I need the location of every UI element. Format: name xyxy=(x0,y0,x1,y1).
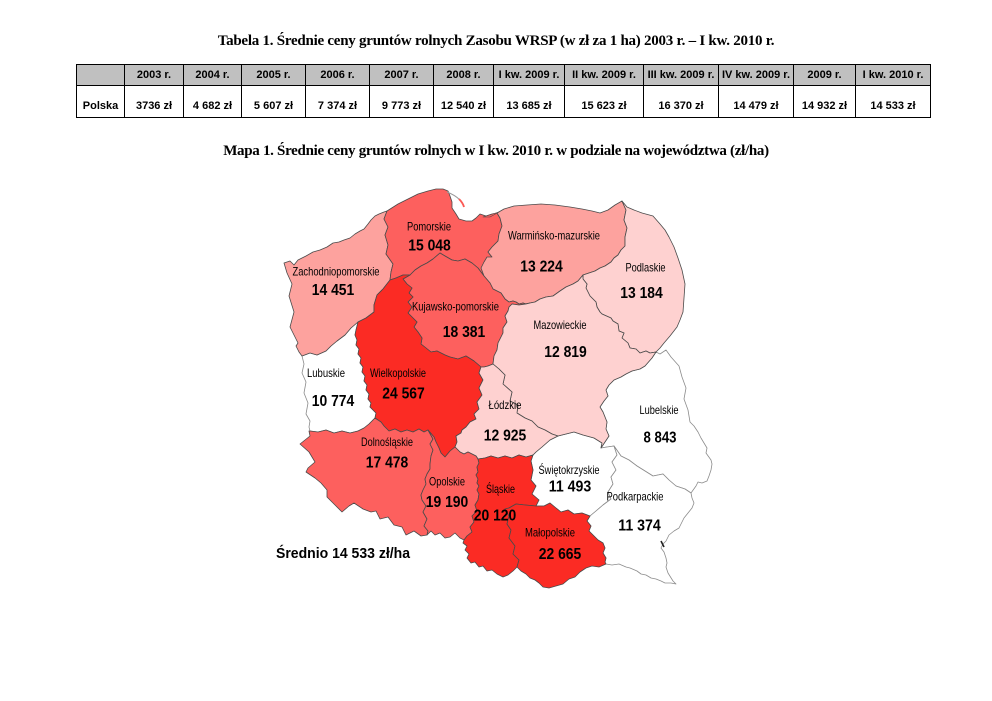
svg-text:Świętokrzyskie: Świętokrzyskie xyxy=(539,462,600,477)
svg-text:10 774: 10 774 xyxy=(312,393,355,410)
svg-text:12 925: 12 925 xyxy=(484,428,527,445)
svg-text:24 567: 24 567 xyxy=(382,386,425,403)
svg-text:Dolnośląskie: Dolnośląskie xyxy=(361,435,413,449)
svg-text:Mazowieckie: Mazowieckie xyxy=(534,318,587,332)
svg-text:22 665: 22 665 xyxy=(539,546,582,563)
svg-text:19 190: 19 190 xyxy=(426,494,469,511)
svg-text:17 478: 17 478 xyxy=(366,455,409,472)
svg-text:11 374: 11 374 xyxy=(618,518,661,535)
svg-text:Pomorskie: Pomorskie xyxy=(407,220,451,234)
svg-text:Średnio 14 533 zł/ha: Średnio 14 533 zł/ha xyxy=(276,544,411,562)
svg-text:Opolskie: Opolskie xyxy=(429,475,465,489)
svg-text:Podlaskie: Podlaskie xyxy=(626,261,666,275)
svg-text:15 048: 15 048 xyxy=(408,238,451,255)
svg-text:Śląskie: Śląskie xyxy=(486,481,515,496)
svg-text:Zachodniopomorskie: Zachodniopomorskie xyxy=(293,265,380,279)
svg-text:Warmińsko-mazurskie: Warmińsko-mazurskie xyxy=(508,229,600,243)
svg-text:18 381: 18 381 xyxy=(443,324,486,341)
svg-text:13 184: 13 184 xyxy=(620,285,663,302)
svg-text:Kujawsko-pomorskie: Kujawsko-pomorskie xyxy=(412,300,499,314)
svg-text:Małopolskie: Małopolskie xyxy=(525,526,575,540)
svg-text:Lubelskie: Lubelskie xyxy=(640,403,679,417)
svg-text:13 224: 13 224 xyxy=(520,259,563,276)
svg-text:11 493: 11 493 xyxy=(549,479,592,496)
svg-text:Łódzkie: Łódzkie xyxy=(489,398,522,412)
svg-text:14 451: 14 451 xyxy=(312,282,355,299)
svg-text:20 120: 20 120 xyxy=(474,508,517,525)
svg-text:Wielkopolskie: Wielkopolskie xyxy=(370,366,426,380)
svg-text:12 819: 12 819 xyxy=(544,344,587,361)
svg-text:Podkarpackie: Podkarpackie xyxy=(607,490,664,504)
svg-text:Lubuskie: Lubuskie xyxy=(307,366,345,380)
svg-text:8 843: 8 843 xyxy=(644,430,677,447)
